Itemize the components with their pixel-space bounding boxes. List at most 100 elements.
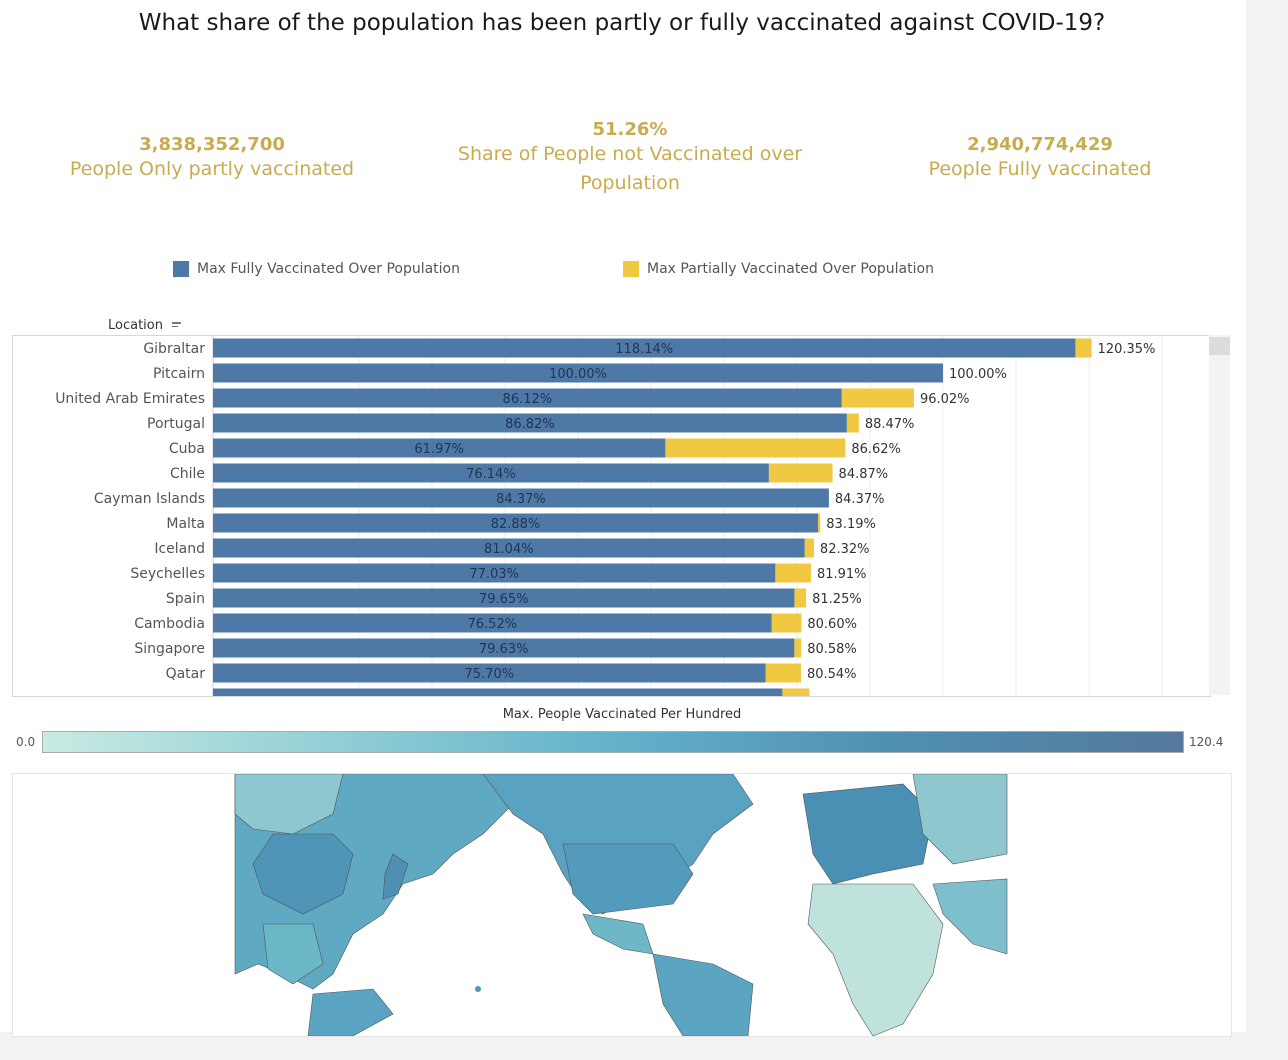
bar-partially [818, 513, 821, 533]
dashboard-title: What share of the population has been pa… [138, 10, 1106, 36]
category-label: Portugal [147, 416, 205, 432]
map-region-japan[interactable] [382, 853, 409, 900]
map-region-southeast-asia[interactable] [262, 923, 324, 985]
category-label: Iceland [154, 541, 205, 557]
map-region-europe[interactable] [802, 783, 934, 885]
category-label: Chile [170, 466, 205, 482]
total-data-label: 96.02% [920, 392, 970, 407]
color-legend-title: Max. People Vaccinated Per Hundred [502, 707, 742, 722]
kpi-not-vaccinated: 51.26% Share of People not Vaccinated ov… [440, 119, 820, 198]
kpi-partly-vaccinated: 3,838,352,700 People Only partly vaccina… [52, 134, 372, 184]
total-data-label: 81.91% [817, 567, 867, 582]
sort-icon[interactable] [172, 322, 181, 330]
kpi-fully-value: 2,940,774,429 [967, 134, 1113, 155]
fully-data-label: 86.12% [503, 392, 553, 407]
bar-partially [768, 463, 833, 483]
bar-partially [846, 413, 859, 433]
total-data-label: 84.37% [835, 492, 885, 507]
category-label: Cuba [169, 441, 205, 457]
fully-data-label: 81.04% [484, 542, 534, 557]
category-label: Spain [166, 591, 205, 607]
bar-fully [213, 413, 847, 433]
bar-fully [213, 588, 795, 608]
map-region-china[interactable] [252, 833, 354, 915]
color-legend-gradient [42, 731, 1184, 753]
category-label: United Arab Emirates [55, 391, 205, 407]
total-data-label: 86.62% [851, 442, 901, 457]
bar-partially [665, 438, 846, 458]
color-legend-min: 0.0 [16, 735, 36, 749]
category-label: Qatar [166, 666, 206, 682]
category-label: Malta [166, 516, 205, 532]
world-map[interactable] [12, 773, 1232, 1037]
bar-partially [1075, 338, 1092, 358]
category-label: Singapore [134, 641, 205, 657]
fully-data-label: 76.14% [466, 467, 516, 482]
kpi-fully-vaccinated: 2,940,774,429 People Fully vaccinated [900, 134, 1180, 184]
bar-fully [213, 638, 795, 658]
map-region-south-america[interactable] [652, 953, 754, 1036]
kpi-partly-value: 3,838,352,700 [139, 134, 285, 155]
fully-data-label: 82.88% [491, 517, 541, 532]
bar-fully [213, 438, 666, 458]
bar-chart: Gibraltar 118.14% 120.35% Pitcairn 100.00% 10… [12, 335, 1211, 697]
category-label: Seychelles [130, 566, 205, 582]
legend-swatch-partially [623, 261, 639, 277]
right-gutter [1246, 0, 1288, 1060]
fully-data-label: 86.82% [505, 417, 555, 432]
kpi-partly-label: People Only partly vaccinated [69, 158, 355, 180]
bar-partially [771, 613, 802, 633]
bar-fully [213, 663, 766, 683]
map-region-australia[interactable] [307, 988, 394, 1036]
total-data-label: 120.35% [1098, 342, 1156, 357]
fully-data-label: 84.37% [496, 492, 546, 507]
fully-data-label: 100.00% [549, 367, 607, 382]
map-region-central-america[interactable] [582, 913, 654, 955]
fully-data-label: 79.65% [479, 592, 529, 607]
legend-item-partially[interactable]: Max Partially Vaccinated Over Population [623, 261, 934, 277]
total-data-label: 80.58% [807, 642, 857, 657]
total-data-label: 81.25% [812, 592, 862, 607]
category-label: Cambodia [134, 616, 205, 632]
total-data-label: 80.54% [807, 667, 857, 682]
bar-partially [794, 588, 807, 608]
map-region-africa[interactable] [807, 883, 944, 1036]
fully-data-label: 75.70% [465, 667, 515, 682]
legend-label-partially: Max Partially Vaccinated Over Population [647, 261, 934, 277]
bar-fully [213, 563, 776, 583]
chart-scrollbar[interactable] [1209, 335, 1230, 695]
map-region-middle-east[interactable] [932, 878, 1008, 955]
bar-partially [794, 638, 802, 658]
row-header-location: Location [108, 318, 163, 333]
kpi-fully-label: People Fully vaccinated [928, 158, 1152, 180]
fully-data-label: 118.14% [615, 342, 673, 357]
total-data-label: 100.00% [949, 367, 1007, 382]
kpi-not-vaccinated-value: 51.26% [592, 119, 668, 140]
bar-fully [213, 613, 772, 633]
category-label: Cayman Islands [94, 491, 205, 507]
bar-partially [775, 563, 811, 583]
bar-partially [841, 388, 914, 408]
chart-scrollbar-thumb[interactable] [1209, 337, 1230, 355]
map-region-usa[interactable] [562, 843, 694, 915]
legend-swatch-fully [173, 261, 189, 277]
bar-fully [213, 463, 769, 483]
total-data-label: 83.19% [826, 517, 876, 532]
color-legend-max: 120.4 [1189, 735, 1224, 749]
bar-fully [213, 513, 819, 533]
kpi-not-vaccinated-label: Share of People not Vaccinated over Popu… [457, 143, 803, 194]
legend-item-fully[interactable]: Max Fully Vaccinated Over Population [173, 261, 460, 277]
legend-label-fully: Max Fully Vaccinated Over Population [197, 261, 460, 277]
map-region-island[interactable] [475, 986, 481, 992]
total-data-label: 88.47% [865, 417, 915, 432]
total-data-label: 82.32% [820, 542, 870, 557]
bar-fully [213, 538, 805, 558]
fully-data-label: 77.03% [469, 567, 519, 582]
map-region-russia-west[interactable] [912, 774, 1008, 865]
total-data-label: 80.60% [807, 617, 857, 632]
bar-fully [213, 488, 829, 508]
world-map-svg [234, 774, 1008, 1036]
category-label: Pitcairn [153, 366, 205, 382]
bar-partially [804, 538, 814, 558]
fully-data-label: 79.63% [479, 642, 529, 657]
